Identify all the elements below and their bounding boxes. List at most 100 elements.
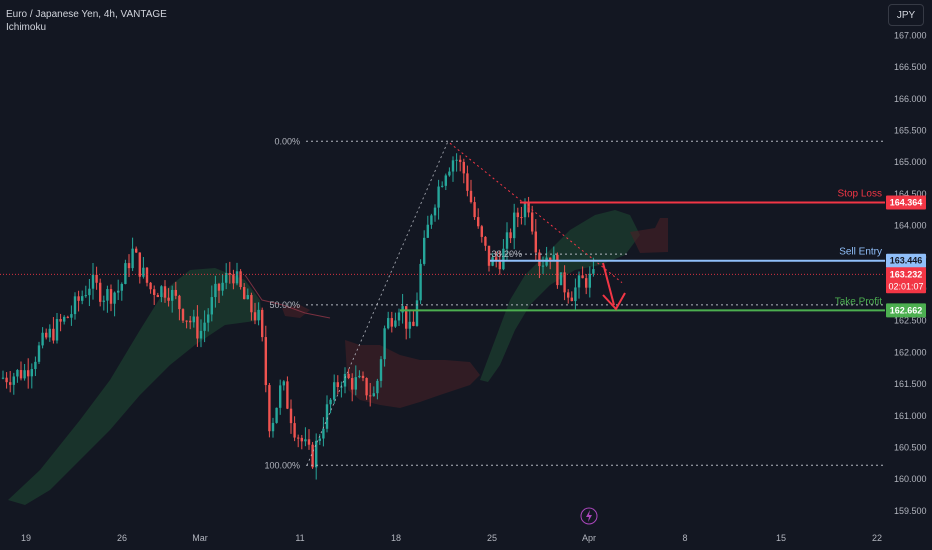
candle-body — [556, 254, 559, 286]
price-tick-label: 160.000 — [894, 474, 927, 484]
candle-body — [513, 212, 516, 239]
candle-body — [405, 306, 408, 329]
candle-body — [167, 297, 170, 301]
candle-body — [84, 295, 87, 297]
candle-body — [498, 260, 501, 270]
candle-body — [412, 321, 415, 326]
candle-body — [66, 316, 69, 318]
ichimoku-bull-cloud — [8, 268, 262, 505]
price-tick-label: 165.000 — [894, 157, 927, 167]
bar-countdown: 02:01:07 — [888, 281, 923, 291]
candle-body — [207, 314, 210, 323]
candle-body — [185, 320, 188, 322]
currency-button[interactable]: JPY — [888, 4, 924, 26]
time-tick-label: 8 — [682, 533, 687, 543]
candle-body — [358, 375, 361, 378]
candle-body — [300, 437, 303, 442]
indicator-name[interactable]: Ichimoku — [6, 22, 47, 33]
candle-body — [574, 287, 577, 302]
candle-body — [95, 274, 98, 283]
candle-body — [243, 287, 246, 300]
candle-body — [41, 332, 44, 346]
candle-body — [520, 217, 523, 219]
candle-body — [531, 212, 534, 232]
candle-body — [343, 373, 347, 387]
candle-body — [264, 337, 267, 386]
candle-body — [48, 328, 51, 338]
price-tick-label: 167.000 — [894, 30, 927, 40]
candle-body — [433, 207, 437, 216]
level-price-value: 163.446 — [890, 256, 923, 266]
candle-body — [156, 294, 159, 298]
candle-body — [102, 300, 105, 302]
candle-body — [329, 399, 332, 405]
price-tick-label: 159.500 — [894, 506, 927, 516]
candle-body — [99, 282, 102, 302]
trend-line[interactable] — [449, 142, 623, 284]
candle-body — [487, 245, 491, 266]
candle-body — [559, 272, 563, 286]
candle-body — [246, 295, 249, 300]
candle-body — [73, 296, 77, 315]
level-price-tag — [886, 303, 926, 318]
candle-body — [387, 318, 390, 329]
lightning-icon[interactable] — [580, 507, 598, 525]
fib-level-label: 0.00% — [274, 136, 300, 146]
lightning-icon-ring — [580, 507, 598, 525]
candle-body — [419, 263, 422, 301]
candle-body — [210, 297, 213, 315]
candle-body — [214, 283, 217, 298]
candle-body — [322, 428, 325, 439]
candle-body — [149, 282, 152, 290]
level-label: Take Profit — [835, 296, 882, 307]
candle-body — [275, 407, 278, 423]
candle-body — [397, 312, 401, 321]
candle-body — [127, 263, 131, 269]
candle-body — [203, 322, 206, 331]
level-price-tag — [886, 195, 926, 210]
candle-body — [563, 272, 566, 293]
candle-body — [9, 382, 12, 385]
candle-body — [473, 202, 476, 218]
ichimoku-bull-cloud — [480, 210, 640, 382]
candle-body — [311, 444, 314, 468]
candle-body — [444, 175, 447, 186]
price-tick-label: 166.000 — [894, 94, 927, 104]
price-tick-label: 161.000 — [894, 411, 927, 421]
fib-level-label: 38.20% — [491, 249, 522, 259]
candle-body — [239, 271, 242, 288]
candle-body — [178, 295, 181, 310]
candle-body — [383, 328, 386, 360]
time-axis[interactable]: 19 26 Mar 11 18 25 Apr 8 15 22 — [21, 533, 882, 543]
candles — [1, 153, 595, 480]
ichimoku-bear-cloud — [345, 340, 480, 408]
candle-body — [538, 252, 541, 267]
level-price-value: 164.364 — [890, 198, 923, 208]
candle-body — [581, 275, 584, 279]
candle-body — [365, 378, 368, 396]
time-tick-label: Apr — [582, 533, 596, 543]
candle-body — [217, 283, 221, 291]
candle-body — [138, 252, 141, 277]
candle-body — [361, 375, 365, 379]
current-price-value: 163.232 — [890, 269, 923, 279]
symbol-title[interactable]: Euro / Japanese Yen, 4h, VANTAGE — [6, 9, 167, 20]
candle-body — [27, 370, 30, 377]
candle-body — [117, 290, 120, 293]
candle-body — [174, 289, 177, 296]
candle-body — [307, 439, 311, 445]
price-tick-label: 164.500 — [894, 189, 927, 199]
candle-body — [390, 318, 393, 327]
candle-body — [5, 377, 8, 383]
candle-body — [325, 404, 329, 429]
chart-legend[interactable]: Euro / Japanese Yen, 4h, VANTAGE Ichimok… — [6, 8, 167, 34]
candle-body — [462, 161, 465, 174]
candle-body — [505, 232, 509, 249]
candle-body — [577, 275, 581, 288]
candle-body — [81, 296, 84, 301]
candle-body — [401, 306, 404, 313]
candle-body — [441, 185, 444, 187]
drawings[interactable]: 0.00% 38.20% 50.00% 100.00% Stop Loss 164.364… — [0, 136, 926, 525]
candle-body — [516, 212, 519, 218]
